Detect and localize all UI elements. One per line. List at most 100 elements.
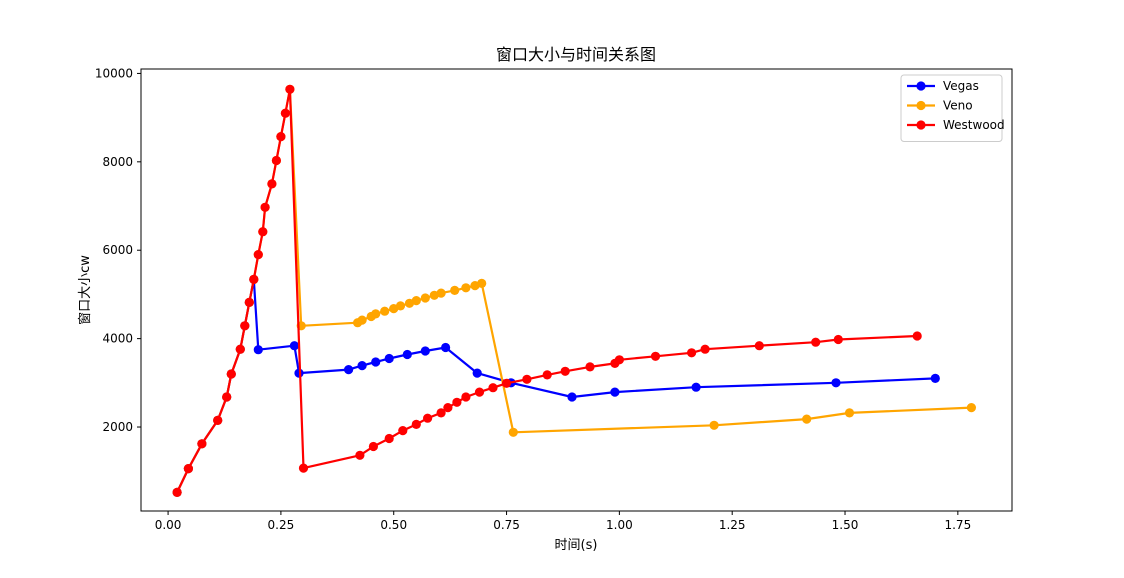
data-point-westwood — [614, 355, 625, 365]
data-point-westwood — [267, 179, 277, 189]
y-axis: 2000 4000 6000 8000 10000 — [95, 66, 141, 434]
data-point-veno — [844, 408, 855, 418]
legend-item-veno: Veno — [907, 99, 973, 113]
data-point-westwood — [522, 374, 532, 384]
data-point-westwood — [253, 250, 263, 260]
data-point-westwood — [398, 426, 408, 436]
data-point-vegas — [420, 346, 430, 356]
data-point-vegas — [831, 378, 841, 388]
data-point-vegas — [402, 349, 412, 360]
legend-item-vegas: Vegas — [907, 79, 979, 93]
data-point-westwood — [271, 155, 281, 166]
data-point-westwood — [912, 331, 922, 341]
data-point-westwood — [423, 413, 433, 423]
legend-label-westwood: Westwood — [943, 118, 1005, 132]
x-tick-label: 0.25 — [268, 518, 295, 532]
data-point-westwood — [833, 334, 843, 345]
legend: Vegas Veno Westwood — [900, 74, 1005, 142]
legend-marker-veno — [916, 100, 926, 111]
chart-title: 窗口大小与时间关系图 — [496, 45, 656, 64]
data-point-westwood — [384, 433, 394, 444]
x-tick-label: 0.50 — [380, 518, 407, 532]
x-tick-label: 0.75 — [493, 518, 520, 532]
data-point-westwood — [213, 415, 223, 425]
data-point-westwood — [474, 387, 485, 397]
data-point-westwood — [172, 487, 182, 497]
legend-marker-westwood — [916, 120, 926, 130]
data-point-westwood — [542, 370, 552, 380]
x-tick-label: 1.75 — [944, 518, 971, 532]
data-point-westwood — [687, 348, 697, 358]
data-point-westwood — [585, 362, 595, 372]
data-point-westwood — [249, 274, 259, 284]
data-point-westwood — [811, 337, 821, 347]
data-point-westwood — [197, 439, 207, 449]
data-point-vegas — [567, 392, 577, 402]
data-point-vegas — [441, 342, 451, 353]
data-point-veno — [477, 278, 487, 288]
data-point-westwood — [488, 383, 498, 393]
data-point-veno — [802, 414, 812, 424]
y-tick-label: 2000 — [102, 420, 133, 434]
data-point-vegas — [357, 361, 367, 371]
y-tick-label: 8000 — [102, 155, 133, 169]
data-point-westwood — [235, 344, 245, 354]
legend-label-vegas: Vegas — [943, 79, 979, 93]
series-vegas — [172, 274, 940, 497]
data-point-veno — [411, 296, 421, 306]
data-point-westwood — [501, 378, 512, 388]
data-point-vegas — [253, 345, 263, 355]
x-tick-label: 1.50 — [832, 518, 859, 532]
data-point-veno — [371, 309, 381, 319]
y-axis-label: 窗口大小cw — [77, 255, 93, 325]
data-point-westwood — [226, 369, 236, 379]
data-point-vegas — [691, 382, 701, 392]
data-point-westwood — [222, 392, 232, 402]
data-point-westwood — [443, 403, 453, 413]
series-westwood — [172, 84, 922, 497]
data-point-veno — [508, 427, 518, 437]
data-point-westwood — [285, 84, 295, 94]
data-point-westwood — [461, 392, 471, 402]
data-point-westwood — [183, 464, 193, 474]
legend-label-veno: Veno — [943, 99, 973, 113]
legend-item-westwood: Westwood — [907, 118, 1005, 132]
data-point-veno — [450, 285, 460, 295]
data-point-westwood — [298, 463, 309, 473]
data-point-vegas — [371, 357, 381, 367]
data-point-westwood — [411, 419, 421, 429]
y-tick-label: 6000 — [102, 243, 133, 257]
data-point-westwood — [650, 351, 661, 361]
data-point-westwood — [240, 321, 250, 331]
y-tick-label: 10000 — [95, 66, 133, 80]
data-point-westwood — [355, 450, 365, 460]
data-point-westwood — [280, 108, 290, 118]
x-tick-label: 1.25 — [719, 518, 746, 532]
data-point-westwood — [244, 297, 254, 307]
axes-frame — [140, 68, 1013, 512]
data-point-vegas — [289, 341, 299, 351]
data-point-veno — [436, 288, 446, 298]
x-tick-label: 0.00 — [155, 518, 182, 532]
data-point-veno — [420, 293, 430, 303]
data-point-veno — [380, 306, 390, 316]
data-point-westwood — [368, 441, 378, 452]
x-axis-label: 时间(s) — [555, 538, 598, 553]
data-point-westwood — [560, 366, 570, 376]
data-point-westwood — [452, 397, 462, 407]
y-tick-label: 4000 — [102, 332, 133, 346]
data-point-vegas — [344, 365, 354, 375]
data-point-veno — [395, 301, 406, 311]
data-point-westwood — [754, 341, 764, 351]
x-tick-label: 1.00 — [606, 518, 633, 532]
plot-area — [172, 84, 977, 497]
data-point-veno — [709, 420, 719, 430]
data-point-westwood — [260, 202, 270, 212]
data-point-vegas — [384, 353, 394, 364]
legend-marker-vegas — [916, 81, 926, 91]
data-point-vegas — [930, 373, 940, 383]
data-point-veno — [966, 403, 977, 413]
data-point-westwood — [276, 132, 286, 142]
